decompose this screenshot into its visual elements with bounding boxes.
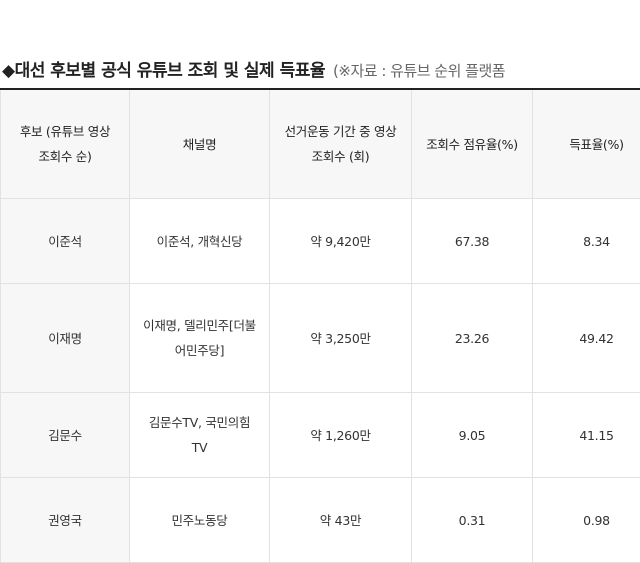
cell-view-share: 67.38 <box>412 199 533 284</box>
cell-channel: 이재명, 델리민주[더불어민주당] <box>130 284 270 393</box>
cell-channel: 민주노동당 <box>130 478 270 563</box>
cell-views: 약 1,260만 <box>270 393 412 478</box>
cell-channel: 이준석, 개혁신당 <box>130 199 270 284</box>
header-vote-rate: 득표율(%) <box>533 89 640 199</box>
cell-view-share: 23.26 <box>412 284 533 393</box>
cell-vote-rate: 8.34 <box>533 199 640 284</box>
header-candidate: 후보 (유튜브 영상 조회수 순) <box>1 89 130 199</box>
header-channel: 채널명 <box>130 89 270 199</box>
cell-channel: 김문수TV, 국민의힘TV <box>130 393 270 478</box>
title-source: (※자료 : 유튜브 순위 플랫폼 <box>333 62 505 80</box>
cell-view-share: 0.31 <box>412 478 533 563</box>
cell-views: 약 9,420만 <box>270 199 412 284</box>
header-views: 선거운동 기간 중 영상 조회수 (회) <box>270 89 412 199</box>
header-row: 후보 (유튜브 영상 조회수 순) 채널명 선거운동 기간 중 영상 조회수 (… <box>1 89 640 199</box>
header-view-share: 조회수 점유율(%) <box>412 89 533 199</box>
cell-candidate: 이재명 <box>1 284 130 393</box>
table-row: 이준석 이준석, 개혁신당 약 9,420만 67.38 8.34 <box>1 199 640 284</box>
cell-vote-rate: 41.15 <box>533 393 640 478</box>
cell-vote-rate: 0.98 <box>533 478 640 563</box>
cell-view-share: 9.05 <box>412 393 533 478</box>
cell-vote-rate: 49.42 <box>533 284 640 393</box>
table-row: 이재명 이재명, 델리민주[더불어민주당] 약 3,250만 23.26 49.… <box>1 284 640 393</box>
table-title: ◆대선 후보별 공식 유튜브 조회 및 실제 득표율 (※자료 : 유튜브 순위 … <box>2 56 505 81</box>
table-row: 김문수 김문수TV, 국민의힘TV 약 1,260만 9.05 41.15 <box>1 393 640 478</box>
cell-candidate: 권영국 <box>1 478 130 563</box>
results-table: 후보 (유튜브 영상 조회수 순) 채널명 선거운동 기간 중 영상 조회수 (… <box>0 88 640 563</box>
cell-views: 약 43만 <box>270 478 412 563</box>
cell-views: 약 3,250만 <box>270 284 412 393</box>
title-main: ◆대선 후보별 공식 유튜브 조회 및 실제 득표율 <box>2 61 325 81</box>
cell-candidate: 김문수 <box>1 393 130 478</box>
cell-candidate: 이준석 <box>1 199 130 284</box>
table-row: 권영국 민주노동당 약 43만 0.31 0.98 <box>1 478 640 563</box>
